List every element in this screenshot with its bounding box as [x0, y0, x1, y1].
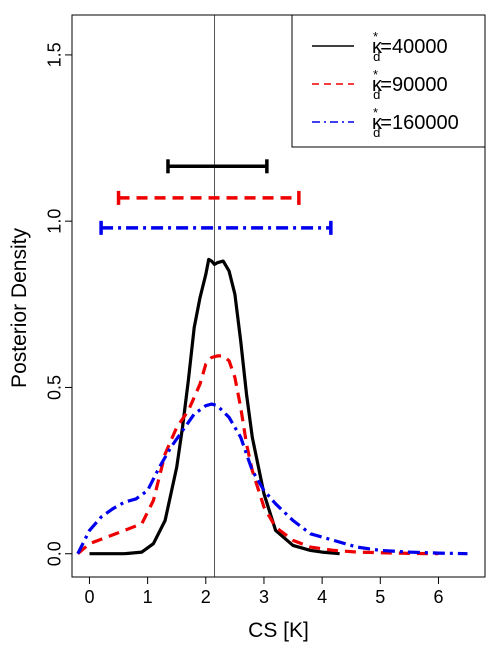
y-axis-title: Posterior Density — [8, 228, 31, 388]
interval-bars-layer — [99, 159, 333, 235]
x-tick-label: 3 — [259, 587, 269, 607]
x-tick-label: 0 — [84, 587, 94, 607]
y-tick-label: 0.0 — [45, 541, 65, 566]
legend-label: κ* d=90000 — [372, 67, 448, 102]
legend-label: κ* d=40000 — [372, 29, 448, 64]
x-tick-label: 6 — [433, 587, 443, 607]
x-axis-title: CS [K] — [248, 619, 309, 642]
y-tick-label: 0.5 — [45, 375, 65, 400]
legend-label: κ* d=160000 — [372, 105, 459, 140]
axes-layer: 0 1 2 3 4 5 6 0.0 0.5 1.0 1.5 — [45, 42, 444, 607]
y-tick-label: 1.0 — [45, 209, 65, 234]
density-curve-3 — [76, 402, 468, 556]
x-tick-label: 2 — [201, 587, 211, 607]
plot-frame — [71, 14, 486, 578]
x-tick-label: 4 — [317, 587, 327, 607]
x-tick-label: 1 — [143, 587, 153, 607]
y-tick-label: 1.5 — [45, 42, 65, 67]
density-curve-2 — [76, 354, 439, 556]
density-curves-layer — [76, 257, 468, 556]
legend-box — [291, 14, 486, 148]
density-curve-1 — [89, 257, 340, 556]
x-tick-label: 5 — [375, 587, 385, 607]
